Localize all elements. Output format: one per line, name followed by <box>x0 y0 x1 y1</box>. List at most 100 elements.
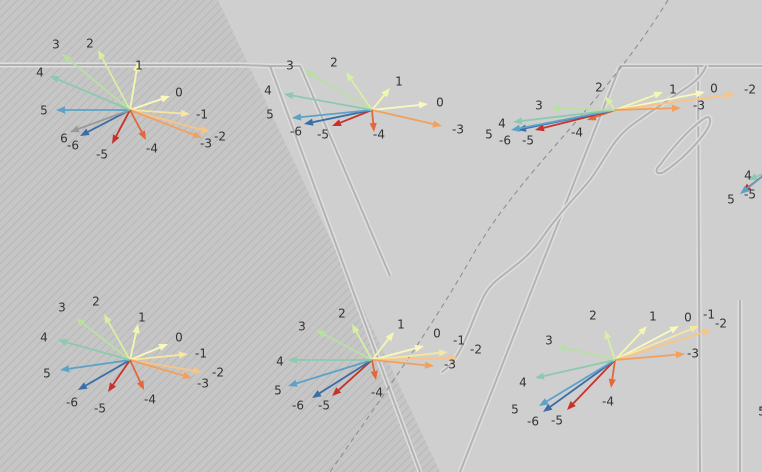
arrow-head <box>385 332 394 342</box>
arrow-head <box>132 324 140 334</box>
arrow-label: 5 <box>43 367 51 381</box>
arrow-label: 0 <box>433 327 441 341</box>
wind-arrow <box>101 57 131 111</box>
arrow-head <box>370 370 378 380</box>
arrow-head <box>80 128 90 136</box>
arrow-label: -1 <box>196 108 208 122</box>
arrow-head <box>160 95 170 103</box>
arrow-label: -3 <box>444 358 456 372</box>
wind-arrow <box>115 109 131 137</box>
arrow-label: 3 <box>298 320 306 334</box>
arrow-label: -5 <box>96 148 108 162</box>
river-shoreline <box>439 63 713 375</box>
wind-arrow <box>609 102 616 111</box>
wind-arrow <box>572 359 616 405</box>
arrow-label: -3 <box>197 377 209 391</box>
dashed-boundary <box>329 0 669 472</box>
wind-arrow <box>129 332 137 361</box>
arrow-label: 4 <box>519 376 527 390</box>
wind-arrow <box>543 359 616 377</box>
arrow-head <box>701 329 711 337</box>
arrow-label: -6 <box>499 134 511 148</box>
arrow-label: 0 <box>684 311 692 325</box>
arrow-label: 0 <box>710 82 718 96</box>
wind-arrow <box>756 173 762 178</box>
arrow-head <box>62 54 72 63</box>
wind-arrow <box>614 329 672 361</box>
arrow-head <box>56 106 65 114</box>
arrow-head <box>70 125 80 133</box>
arrow-label: 4 <box>264 84 272 98</box>
arrow-head <box>740 185 750 194</box>
wind-arrow <box>371 359 376 372</box>
arrow-head <box>284 92 294 100</box>
arrow-head <box>725 91 735 99</box>
wind-arrow <box>371 109 375 124</box>
arrow-label: 0 <box>175 86 183 100</box>
arrow-head <box>112 134 120 144</box>
arrow-star-edge-right: 4 -5 5 <box>727 169 762 207</box>
arrow-head <box>438 349 448 357</box>
wind-arrow <box>614 94 727 111</box>
arrow-label: -1 <box>703 308 715 322</box>
arrow-label: 5 <box>727 193 735 207</box>
wind-arrow <box>371 357 450 361</box>
wind-arrow <box>371 352 440 361</box>
arrow-label: 5 <box>511 403 519 417</box>
arrow-label: -6 <box>292 399 304 413</box>
arrow-star-bottom-right: 2 1 0 -1-2 -3 -4 -5 -6 54 3 <box>511 308 727 429</box>
arrow-head <box>178 351 188 359</box>
arrow-head <box>557 344 567 352</box>
wind-arrow <box>292 94 373 111</box>
wind-arrow <box>78 109 131 130</box>
arrow-head <box>605 96 614 106</box>
arrow-label: 1 <box>395 75 403 89</box>
arrow-label: -4 <box>571 126 583 140</box>
arrow-head <box>352 324 360 334</box>
arrow-label: -6 <box>527 415 539 429</box>
arrow-star-top-center: 3 2 1 0 -3 -4 -5 -6 5 4 <box>264 56 464 142</box>
wind-arrow <box>129 70 138 111</box>
wind-arrow <box>129 354 180 361</box>
wind-arrow <box>129 98 162 111</box>
arrow-label: 3 <box>58 301 66 315</box>
arrow-head <box>414 344 424 352</box>
wind-arrow <box>614 331 703 361</box>
wind-arrow <box>66 341 131 361</box>
arrow-label: 0 <box>436 96 444 110</box>
arrow-label: 0 <box>175 331 183 345</box>
wind-arrow <box>614 107 673 111</box>
arrow-label: 5 <box>40 104 48 118</box>
wind-arrow <box>82 322 131 361</box>
wind-arrow <box>614 328 691 361</box>
wind-arrow <box>129 109 143 133</box>
wind-arrow <box>312 109 373 124</box>
arrow-head <box>513 117 523 125</box>
arrow-head <box>200 126 210 134</box>
wind-arrow <box>87 109 131 133</box>
arrow-label: 4 <box>498 117 506 131</box>
arrow-head <box>567 401 576 410</box>
arrow-label: -1 <box>195 347 207 361</box>
arrow-label: 4 <box>36 66 44 80</box>
wind-arrow <box>746 175 762 190</box>
wind-arrow <box>323 333 373 361</box>
wind-arrow <box>371 338 390 361</box>
arrow-star-bottom-left: 3 2 1 0 -1 -2-3 -4 -5 -6 5 4 <box>40 295 224 416</box>
wind-arrow <box>565 347 616 361</box>
arrow-head <box>543 403 553 412</box>
wind-arrow <box>559 107 616 111</box>
arrow-head <box>332 387 342 396</box>
arrow-head <box>192 366 202 375</box>
wind-arrow <box>521 109 616 122</box>
arrow-label: 3 <box>286 59 294 73</box>
wind-arrow <box>519 109 616 130</box>
arrow-label: 1 <box>135 59 143 73</box>
arrow-label: -2 <box>212 366 224 380</box>
arrow-label: 4 <box>744 169 752 183</box>
arrow-head <box>638 326 647 336</box>
arrow-head <box>182 372 192 379</box>
wind-arrow <box>355 331 373 361</box>
